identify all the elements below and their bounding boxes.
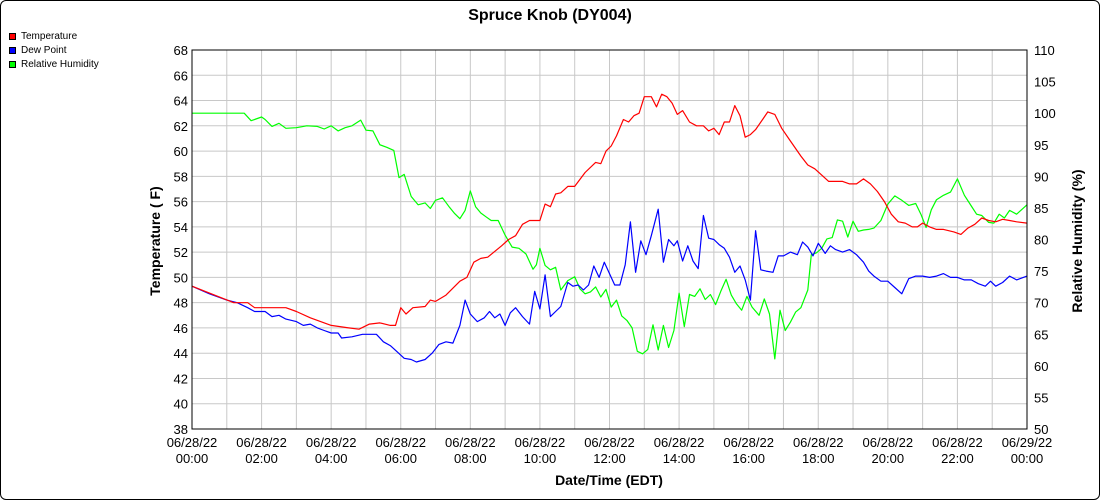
x-tick-label-time: 16:00 bbox=[732, 451, 765, 466]
legend-label-dew-point: Dew Point bbox=[21, 44, 67, 56]
x-tick-label-time: 08:00 bbox=[454, 451, 487, 466]
x-tick-label-date: 06/29/22 bbox=[1002, 435, 1053, 450]
x-tick-label-time: 12:00 bbox=[593, 451, 626, 466]
x-tick-label-date: 06/28/22 bbox=[584, 435, 635, 450]
y-right-tick-label: 95 bbox=[1034, 138, 1048, 153]
chart-title: Spruce Knob (DY004) bbox=[468, 7, 632, 24]
legend-swatch-relative-humidity bbox=[9, 60, 16, 68]
x-tick-label-time: 18:00 bbox=[802, 451, 835, 466]
y-left-tick-label: 68 bbox=[174, 43, 188, 58]
plot-border bbox=[191, 49, 1028, 430]
y-axis-left-label: Temperature ( F) bbox=[147, 186, 163, 295]
y-right-tick-label: 70 bbox=[1034, 296, 1048, 311]
y-axis-right-label: Relative Humidity (%) bbox=[1069, 169, 1085, 312]
y-left-tick-label: 42 bbox=[174, 371, 188, 386]
x-tick-label-time: 06:00 bbox=[384, 451, 417, 466]
y-left-tick-label: 54 bbox=[174, 220, 188, 235]
series-layer bbox=[191, 93, 1028, 363]
x-tick-label-date: 06/28/22 bbox=[723, 435, 774, 450]
y-left-tick-label: 58 bbox=[174, 169, 188, 184]
series-line-temperature bbox=[191, 93, 1028, 330]
x-tick-label-date: 06/28/22 bbox=[932, 435, 983, 450]
y-right-tick-label: 65 bbox=[1034, 327, 1048, 342]
series-line-relative-humidity bbox=[192, 112, 1028, 360]
legend-item-dew-point: Dew Point bbox=[9, 43, 99, 57]
x-tick-label-time: 10:00 bbox=[524, 451, 557, 466]
y-right-tick-label: 110 bbox=[1034, 43, 1055, 58]
legend: Temperature Dew Point Relative Humidity bbox=[9, 29, 99, 71]
y-right-tick-label: 85 bbox=[1034, 201, 1048, 216]
x-tick-label-time: 02:00 bbox=[245, 451, 278, 466]
x-tick-label-date: 06/28/22 bbox=[445, 435, 496, 450]
y-left-tick-label: 38 bbox=[174, 422, 188, 437]
legend-label-relative-humidity: Relative Humidity bbox=[21, 58, 99, 70]
x-tick-label-date: 06/28/22 bbox=[793, 435, 844, 450]
x-tick-label-date: 06/28/22 bbox=[375, 435, 426, 450]
y-right-tick-label: 90 bbox=[1034, 169, 1048, 184]
x-axis: 06/28/2200:0006/28/2202:0006/28/2204:000… bbox=[167, 435, 1053, 466]
y-left-tick-label: 46 bbox=[174, 321, 188, 336]
legend-swatch-temperature bbox=[9, 32, 16, 40]
x-tick-label-time: 00:00 bbox=[1011, 451, 1044, 466]
x-tick-label-time: 04:00 bbox=[315, 451, 348, 466]
y-left-tick-label: 48 bbox=[174, 296, 188, 311]
x-tick-label-date: 06/28/22 bbox=[306, 435, 357, 450]
y-right-tick-label: 100 bbox=[1034, 106, 1056, 121]
legend-item-relative-humidity: Relative Humidity bbox=[9, 57, 99, 71]
x-tick-label-time: 00:00 bbox=[176, 451, 209, 466]
x-tick-label-time: 20:00 bbox=[872, 451, 905, 466]
y-left-tick-label: 66 bbox=[174, 68, 188, 83]
x-tick-label-date: 06/28/22 bbox=[515, 435, 566, 450]
y-left-tick-label: 40 bbox=[174, 397, 188, 412]
y-left-tick-label: 60 bbox=[174, 144, 188, 159]
y-axis-left: 38 40 42 44 46 48 50 52 54 56 58 60 62 64 66 68 bbox=[174, 43, 188, 437]
x-tick-label-date: 06/28/22 bbox=[236, 435, 287, 450]
y-left-tick-label: 52 bbox=[174, 245, 188, 260]
y-left-tick-label: 64 bbox=[174, 94, 188, 109]
legend-label-temperature: Temperature bbox=[21, 30, 78, 42]
x-axis-label: Date/Time (EDT) bbox=[555, 472, 663, 488]
x-tick-label-time: 14:00 bbox=[663, 451, 696, 466]
x-tick-label-date: 06/28/22 bbox=[167, 435, 218, 450]
x-tick-label-date: 06/28/22 bbox=[863, 435, 914, 450]
y-right-tick-label: 50 bbox=[1034, 422, 1048, 437]
x-tick-label-time: 22:00 bbox=[941, 451, 974, 466]
y-left-tick-label: 44 bbox=[174, 346, 188, 361]
x-tick-label-date: 06/28/22 bbox=[654, 435, 705, 450]
y-right-tick-label: 55 bbox=[1034, 390, 1048, 405]
y-right-tick-label: 105 bbox=[1034, 75, 1056, 90]
legend-swatch-dew-point bbox=[9, 46, 16, 54]
y-right-tick-label: 75 bbox=[1034, 264, 1048, 279]
y-left-tick-label: 56 bbox=[174, 195, 188, 210]
grid-lines bbox=[191, 49, 1028, 430]
legend-item-temperature: Temperature bbox=[9, 29, 99, 43]
y-right-tick-label: 60 bbox=[1034, 359, 1048, 374]
y-axis-right: 50 55 60 65 70 75 80 85 90 95 100 105 110 bbox=[1034, 43, 1056, 437]
y-left-tick-label: 50 bbox=[174, 270, 188, 285]
y-right-tick-label: 80 bbox=[1034, 233, 1048, 248]
series-line-dew-point bbox=[191, 208, 1028, 363]
y-left-tick-label: 62 bbox=[174, 119, 188, 134]
